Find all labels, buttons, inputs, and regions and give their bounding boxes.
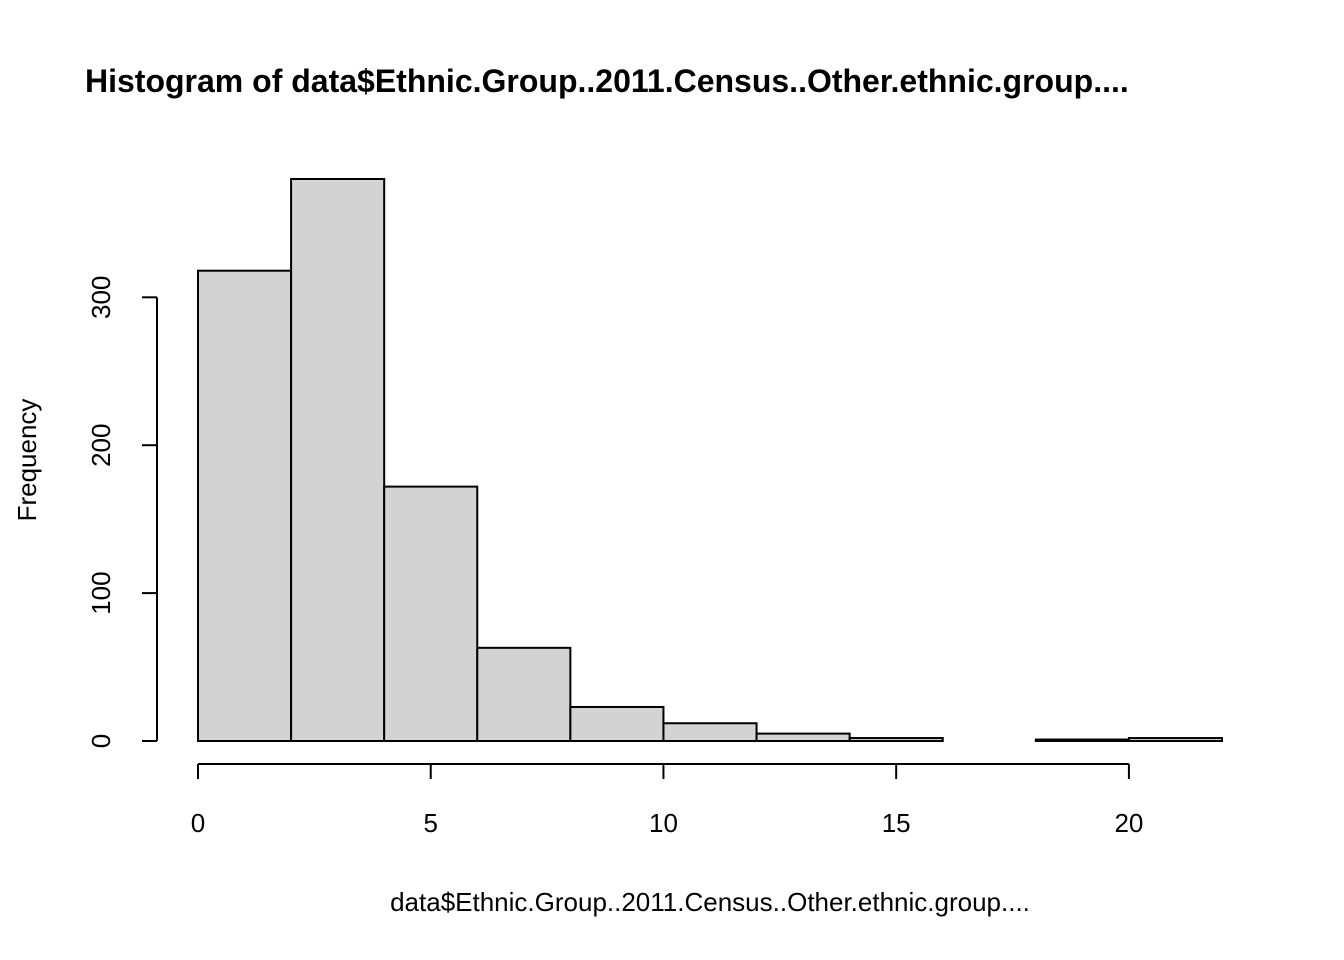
histogram-bar: [383, 485, 479, 743]
y-axis: 0 100 200 300: [86, 276, 158, 748]
histogram-bar: [755, 732, 851, 743]
x-tick-label: 10: [649, 808, 678, 838]
histogram-bars: [197, 178, 1223, 743]
x-axis: 0 5 10 15 20: [191, 763, 1143, 838]
x-tick-label: 0: [191, 808, 205, 838]
histogram-bar: [476, 646, 572, 742]
y-tick-label: 300: [86, 276, 116, 319]
y-tick-label: 0: [86, 734, 116, 748]
x-axis-label: data$Ethnic.Group..2011.Census..Other.et…: [390, 887, 1030, 917]
y-axis-label: Frequency: [12, 399, 42, 522]
x-tick-label: 5: [423, 808, 437, 838]
y-tick-label: 200: [86, 424, 116, 467]
chart-title: Histogram of data$Ethnic.Group..2011.Cen…: [85, 63, 1129, 99]
histogram-bar: [1127, 737, 1223, 743]
histogram-bar: [197, 269, 293, 742]
histogram-bar: [1034, 738, 1130, 743]
x-tick-label: 15: [882, 808, 911, 838]
histogram-bar: [290, 178, 386, 742]
histogram-bar: [848, 737, 944, 743]
histogram-bar: [662, 722, 758, 742]
histogram-bar: [569, 705, 665, 742]
y-tick-label: 100: [86, 571, 116, 614]
x-tick-label: 20: [1114, 808, 1143, 838]
